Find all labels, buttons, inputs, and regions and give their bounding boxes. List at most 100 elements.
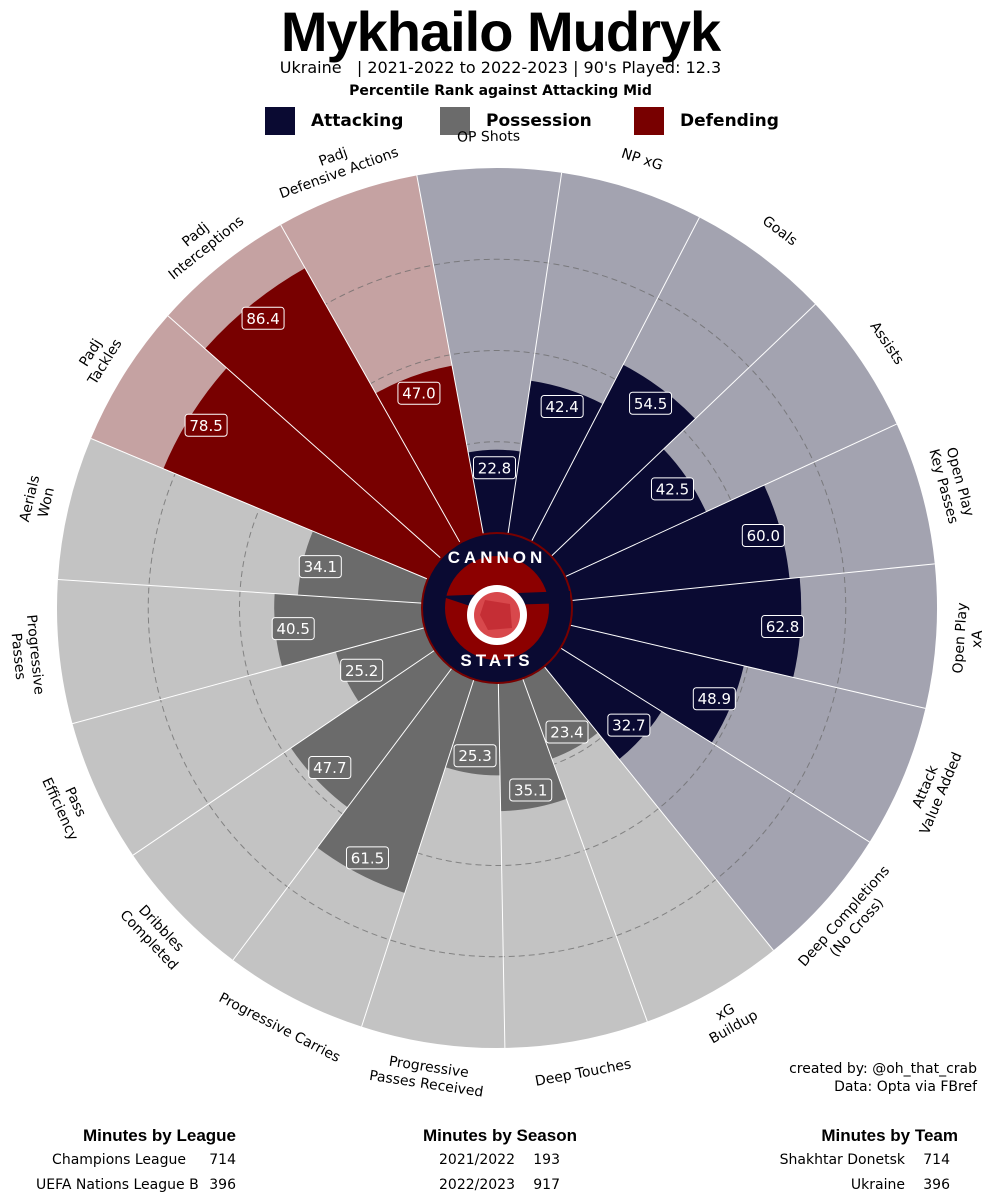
category-label-op-shots: OP Shots [457,129,520,146]
wedge-separators [57,172,935,1048]
value-label-deep-completions-no-cross: 32.7 [607,713,651,737]
team-name: Shakhtar Donetsk [779,1152,905,1168]
category-label-progressive-passes: ProgressivePasses [6,614,47,697]
value-label-box [509,778,553,802]
value-label-text: 60.0 [747,527,780,545]
bar-np-xg [508,380,603,542]
bar-open-play-key-passes [565,485,790,601]
bar-padj-defensive-actions [375,365,484,543]
value-label-assists: 42.5 [650,477,694,501]
value-label-padj-tackles: 78.5 [184,413,228,437]
percentile-rank-caption: Percentile Rank against Attacking Mid [349,83,652,99]
background-wedge-pass-efficiency [72,627,435,856]
value-label-progressive-carries: 61.5 [345,846,389,870]
legend-item-defending: Defending [634,106,779,136]
bar-pass-efficiency [335,627,435,702]
season-minutes: 193 [533,1152,560,1168]
value-label-text: 47.0 [402,385,435,403]
wedge-separator [497,682,506,1048]
value-label-box [472,456,516,480]
category-label-pass-efficiency: PassEfficiency [38,768,96,843]
value-label-box [271,617,315,641]
wedge-separator [72,627,425,725]
category-label-deep-touches: Deep Touches [534,1056,633,1089]
season-minutes: 917 [533,1177,560,1193]
value-label-np-xg: 42.4 [540,395,584,419]
value-label-padj-interceptions: 86.4 [241,306,285,330]
value-label-box [650,477,694,501]
grid-ring-75 [147,258,847,958]
wedge-separator [280,224,461,543]
value-label-text: 42.5 [656,480,689,498]
wedge-separator [571,563,935,601]
value-label-box [241,306,285,330]
table-row: UEFA Nations League B 396 [36,1173,236,1198]
cannon-stats-logo: CANNON STATS [421,532,573,684]
bar-open-play-xa [570,577,802,678]
legend-item-possession: Possession [440,106,592,136]
legend-label-defending: Defending [680,111,779,131]
logo-bottom-text: STATS [460,651,533,670]
value-label-text: 86.4 [246,310,279,328]
value-label-box [607,713,651,737]
value-label-text: 40.5 [277,620,310,638]
value-label-box [692,687,736,711]
category-label-line: Won [35,486,58,519]
value-label-progressive-passes-received: 25.3 [453,744,497,768]
league-name: Champions League [52,1152,186,1168]
legend-swatch-attacking [265,107,295,135]
value-label-box [741,523,785,547]
value-label-open-play-xa: 62.8 [761,615,805,639]
table-row: 2021/2022 193 [410,1148,590,1173]
league-minutes: 714 [209,1152,236,1168]
value-label-aerials-won: 34.1 [298,555,342,579]
value-label-text: 34.1 [304,558,337,576]
season-name: 2022/2023 [439,1177,515,1193]
background-wedge-xg-buildup [522,666,774,1022]
value-label-text: 62.8 [766,618,799,636]
table-row: 2022/2023 917 [410,1173,590,1198]
category-label-line: Goals [759,213,800,249]
wedge-separator [416,175,484,535]
value-label-box [340,658,384,682]
value-label-text: 47.7 [313,759,346,777]
wedge-separator [560,647,870,843]
value-label-text: 42.4 [545,398,578,416]
value-label-progressive-passes: 40.5 [271,617,315,641]
chart-title: Mykhailo Mudryk [280,0,721,63]
wedge-separator [550,303,816,557]
table-row: Champions League 714 [36,1148,236,1173]
category-label-progressive-passes-received: ProgressivePasses Received [368,1051,487,1101]
wedge-separator [90,438,428,580]
bar-progressive-passes [274,593,425,667]
credits: created by: @oh_that_crab Data: Opta via… [789,1060,977,1096]
minutes-by-season-title: Minutes by Season [423,1126,577,1145]
value-label-box [761,615,805,639]
minutes-by-season: Minutes by Season 2021/2022 193 2022/2023… [410,1124,590,1198]
value-label-text: 22.8 [478,459,511,477]
table-row: Shakhtar Donetsk 714 [740,1148,958,1173]
value-label-text: 32.7 [612,717,645,735]
value-label-box [397,381,441,405]
map-shape-icon [480,600,512,630]
value-label-box [345,846,389,870]
season-name: 2021/2022 [439,1152,515,1168]
category-label-goals: Goals [759,213,800,249]
bar-padj-interceptions [205,268,461,559]
category-label-attack-value-added: AttackValue Added [901,743,965,836]
logo-top-text: CANNON [448,548,547,567]
legend-label-attacking: Attacking [311,111,404,131]
wedge-separator [361,679,475,1027]
wedge-separator [57,579,423,604]
category-label-line: Open Play [950,602,971,674]
team-minutes: 396 [923,1177,950,1193]
legend-item-attacking: Attacking [265,106,403,136]
value-label-pass-efficiency: 25.2 [340,658,384,682]
value-label-goals: 54.5 [629,391,673,415]
legend-label-possession: Possession [486,111,592,131]
value-label-attack-value-added: 48.9 [692,687,736,711]
legend-swatch-defending [634,107,664,135]
value-label-open-play-key-passes: 60.0 [741,523,785,547]
minutes-by-league: Minutes by League Champions League 714 UE… [36,1124,236,1198]
wedge-separator [522,678,648,1022]
